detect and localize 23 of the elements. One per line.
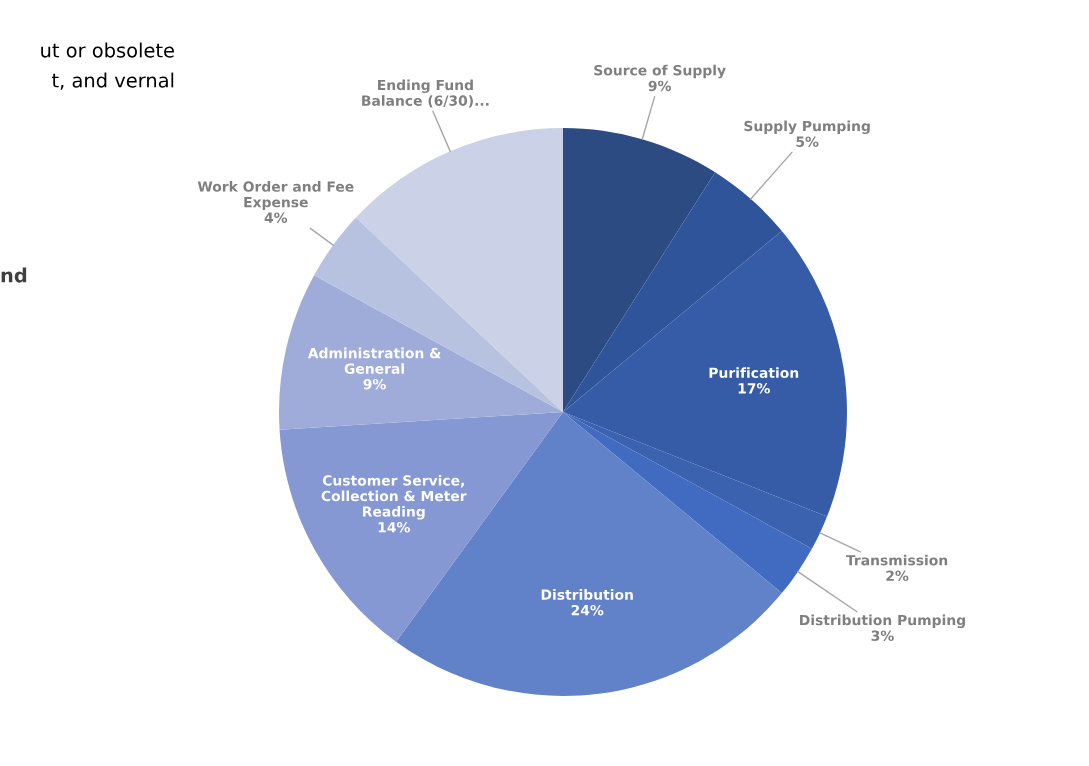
slice-label: Source of Supply — [594, 64, 726, 79]
slice-label: Transmission — [845, 554, 948, 566]
data-label: 3% — [871, 630, 894, 641]
slice-label: Work Order and Fee Expense — [197, 181, 354, 211]
data-label: 14% — [378, 521, 410, 533]
data-label: 4% — [264, 212, 288, 223]
pie-slice — [279, 275, 563, 430]
text: nd — [1, 267, 27, 283]
slice-label: Customer Service, Collection & Meter Reading — [321, 474, 467, 520]
text: t, and vernal — [52, 72, 174, 90]
slice-label: Distribution — [541, 589, 633, 600]
slice-label: Distribution Pumping — [800, 614, 965, 629]
data-label: 2% — [886, 570, 909, 581]
text: ut or obsolete — [41, 42, 174, 58]
slice-label: Purification — [709, 367, 799, 379]
slice-label: Administration & General — [307, 347, 441, 374]
slice-label: Ending Fund Balance (6/30)... — [362, 79, 489, 108]
data-label: 9% — [363, 378, 386, 390]
data-label: 5% — [796, 136, 819, 147]
data-label: 24% — [571, 604, 604, 616]
data-label: 17% — [738, 383, 770, 394]
data-label: 9% — [648, 80, 672, 92]
slice-label: Supply Pumping — [744, 120, 870, 135]
